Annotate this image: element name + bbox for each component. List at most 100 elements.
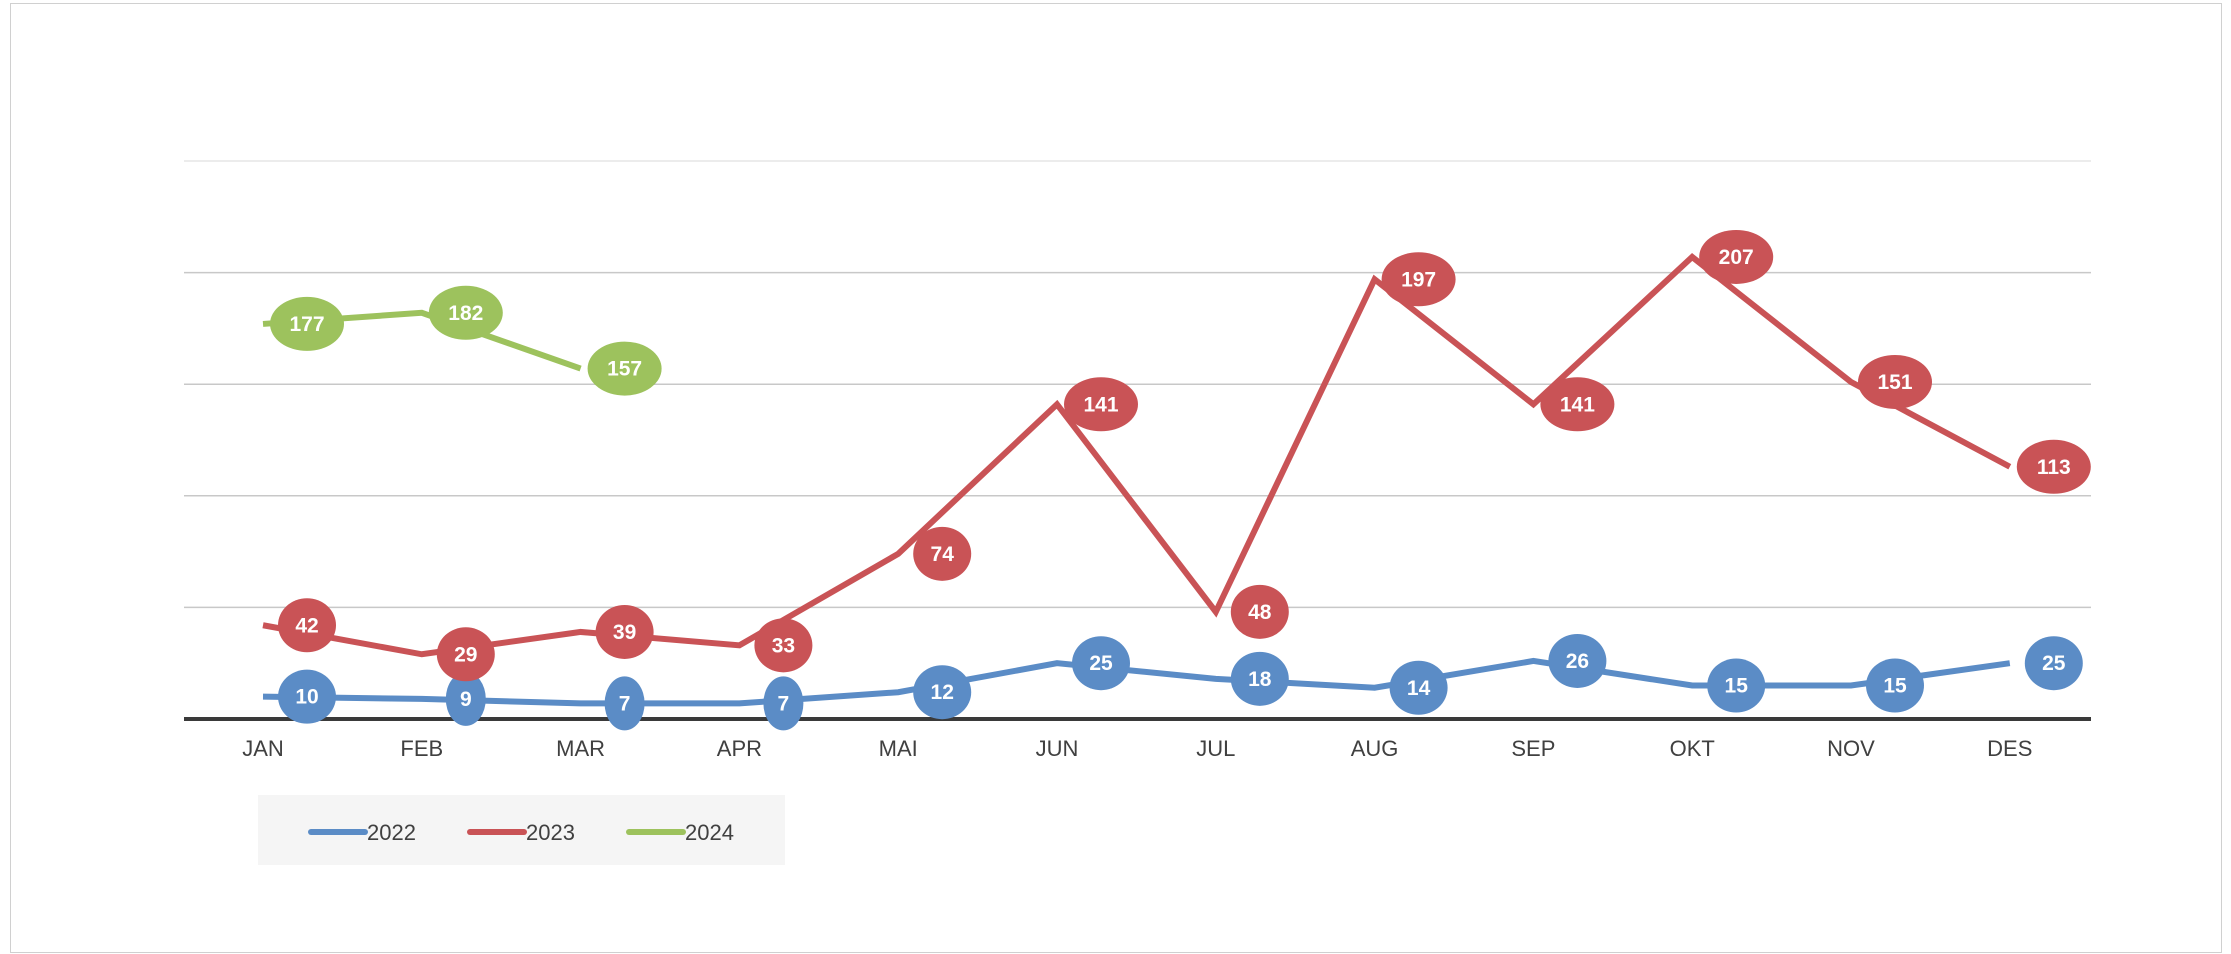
data-label-value: 151	[1877, 371, 1912, 394]
x-tick-label: DES	[1987, 736, 2032, 761]
data-label: 113	[2016, 439, 2091, 494]
data-label: 25	[1072, 636, 1130, 691]
x-tick-label: JUN	[1036, 736, 1079, 761]
data-label-value: 15	[1725, 675, 1749, 698]
data-label-bubble	[1072, 636, 1130, 691]
data-label: 207	[1699, 229, 1774, 284]
gridlines	[184, 160, 2091, 609]
data-label: 197	[1381, 252, 1456, 307]
line-chart: JAN FEB MAR APR MAI JUN JUL AUG SEP OKT NOV DES 10 9…	[184, 160, 2091, 865]
legend-label: 2022	[367, 820, 416, 845]
x-tick-label: APR	[717, 736, 762, 761]
data-label-bubble	[270, 296, 344, 351]
data-label-bubble	[1230, 584, 1289, 639]
data-label-bubble	[2024, 636, 2083, 691]
legend-label: 2023	[526, 820, 575, 845]
data-label-bubble	[1389, 660, 1448, 715]
data-label: 7	[763, 676, 804, 731]
data-label-bubble	[445, 671, 486, 726]
data-label: 141	[1064, 377, 1138, 432]
data-label-bubble	[278, 598, 336, 653]
data-label: 157	[587, 341, 662, 396]
data-label: 10	[278, 669, 336, 724]
data-label-value: 18	[1248, 668, 1272, 691]
data-label-value: 74	[931, 543, 955, 566]
data-label-value: 42	[295, 614, 318, 637]
data-label-bubble	[278, 669, 336, 724]
data-label: 18	[1230, 651, 1289, 706]
data-label: 15	[1866, 658, 1924, 713]
x-tick-label: SEP	[1511, 736, 1555, 761]
data-label-value: 141	[1560, 393, 1595, 416]
data-label-value: 25	[1089, 652, 1113, 675]
data-labels: 10 9 7 7 12 25 18 14 26 15 15 25 42 29 39 33 74 141 48 197 1…	[270, 229, 2091, 731]
data-label-bubble	[595, 604, 654, 659]
data-label-value: 7	[778, 692, 790, 715]
data-label-bubble	[1866, 658, 1924, 713]
data-label-bubble	[1381, 252, 1456, 307]
data-label-value: 7	[619, 692, 631, 715]
series-line-2023	[262, 253, 2012, 658]
data-label-value: 29	[454, 643, 477, 666]
data-label: 182	[428, 285, 503, 340]
data-label: 33	[754, 618, 813, 673]
data-label: 25	[2024, 636, 2083, 691]
data-label: 29	[436, 627, 495, 682]
data-label-bubble	[604, 676, 645, 731]
data-label: 12	[913, 665, 972, 720]
data-label-value: 33	[772, 634, 795, 657]
data-label: 151	[1858, 354, 1932, 409]
data-label-value: 14	[1407, 677, 1431, 700]
data-label-value: 48	[1248, 601, 1272, 624]
data-label: 74	[913, 526, 972, 581]
x-tick-label: JAN	[242, 736, 284, 761]
data-label-bubble	[1858, 354, 1932, 409]
series-lines	[262, 253, 2012, 707]
data-label: 15	[1707, 658, 1766, 713]
data-label: 48	[1230, 584, 1289, 639]
data-label-bubble	[2016, 439, 2091, 494]
x-tick-label: JUL	[1196, 736, 1235, 761]
data-label: 9	[445, 671, 486, 726]
data-label-bubble	[913, 526, 972, 581]
data-label-bubble	[913, 665, 972, 720]
x-tick-label: MAI	[879, 736, 918, 761]
data-label-value: 177	[289, 313, 324, 336]
x-tick-label: AUG	[1351, 736, 1399, 761]
legend-item-2024: 2024	[626, 820, 734, 845]
data-label-bubble	[436, 627, 495, 682]
data-label: 7	[604, 676, 645, 731]
data-label-bubble	[1548, 633, 1607, 688]
data-label-bubble	[754, 618, 813, 673]
data-label-bubble	[1540, 377, 1615, 432]
data-label-value: 15	[1883, 675, 1907, 698]
data-label: 42	[278, 598, 336, 653]
data-label-value: 113	[2037, 456, 2071, 479]
data-label-value: 39	[613, 621, 636, 644]
x-axis: JAN FEB MAR APR MAI JUN JUL AUG SEP OKT NOV DES	[184, 717, 2091, 761]
data-label-value: 197	[1401, 268, 1436, 291]
x-tick-label: MAR	[556, 736, 605, 761]
data-label-bubble	[1699, 229, 1774, 284]
data-label-value: 157	[607, 358, 642, 381]
data-label-bubble	[1230, 651, 1289, 706]
data-label: 39	[595, 604, 654, 659]
legend: 2022 2023 2024	[258, 795, 785, 865]
x-tick-label: OKT	[1670, 736, 1715, 761]
data-label: 177	[270, 296, 344, 351]
legend-label: 2024	[685, 820, 734, 845]
legend-item-2023: 2023	[467, 820, 575, 845]
data-label-value: 207	[1719, 246, 1754, 269]
data-label-bubble	[763, 676, 804, 731]
x-tick-label: FEB	[400, 736, 443, 761]
data-label-bubble	[587, 341, 662, 396]
data-label-value: 25	[2042, 652, 2066, 675]
data-label-value: 10	[295, 686, 318, 709]
data-label-bubble	[1064, 377, 1138, 432]
data-label: 141	[1540, 377, 1615, 432]
x-tick-label: NOV	[1827, 736, 1875, 761]
data-label: 14	[1389, 660, 1448, 715]
data-label-value: 182	[448, 302, 483, 325]
chart-frame: JAN FEB MAR APR MAI JUN JUL AUG SEP OKT NOV DES 10 9…	[10, 3, 2222, 953]
data-label: 26	[1548, 633, 1607, 688]
